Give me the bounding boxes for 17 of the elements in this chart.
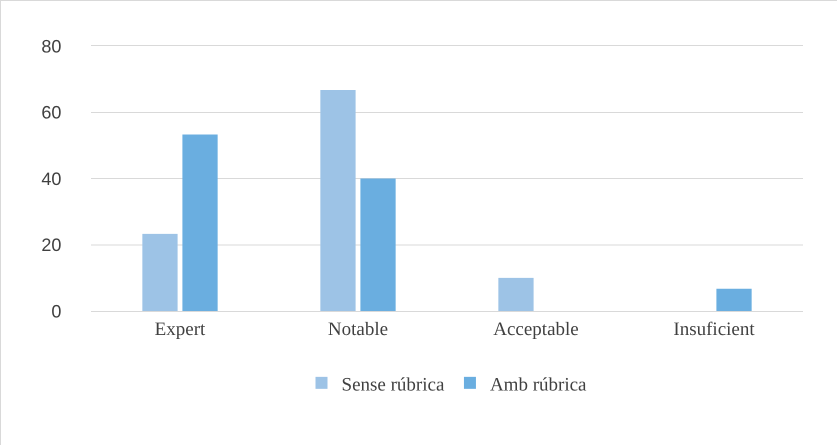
bar — [360, 178, 396, 311]
bar — [182, 134, 218, 311]
y-tick-label: 0 — [51, 301, 62, 322]
x-tick-label: Acceptable — [493, 318, 579, 340]
y-tick-label: 20 — [41, 235, 62, 256]
y-tick-label: 80 — [41, 36, 62, 56]
bar — [498, 278, 534, 311]
y-tick-label: 40 — [41, 168, 62, 189]
y-tick-label: 60 — [41, 102, 62, 123]
legend-label: Sense rúbrica — [342, 374, 445, 396]
bar — [716, 288, 752, 311]
legend-label: Amb rúbrica — [490, 374, 588, 396]
bar — [320, 90, 356, 311]
x-tick-label: Notable — [328, 318, 388, 340]
x-tick-label: Insuficient — [673, 318, 756, 340]
bar — [142, 234, 178, 311]
x-tick-label: Expert — [154, 318, 206, 340]
